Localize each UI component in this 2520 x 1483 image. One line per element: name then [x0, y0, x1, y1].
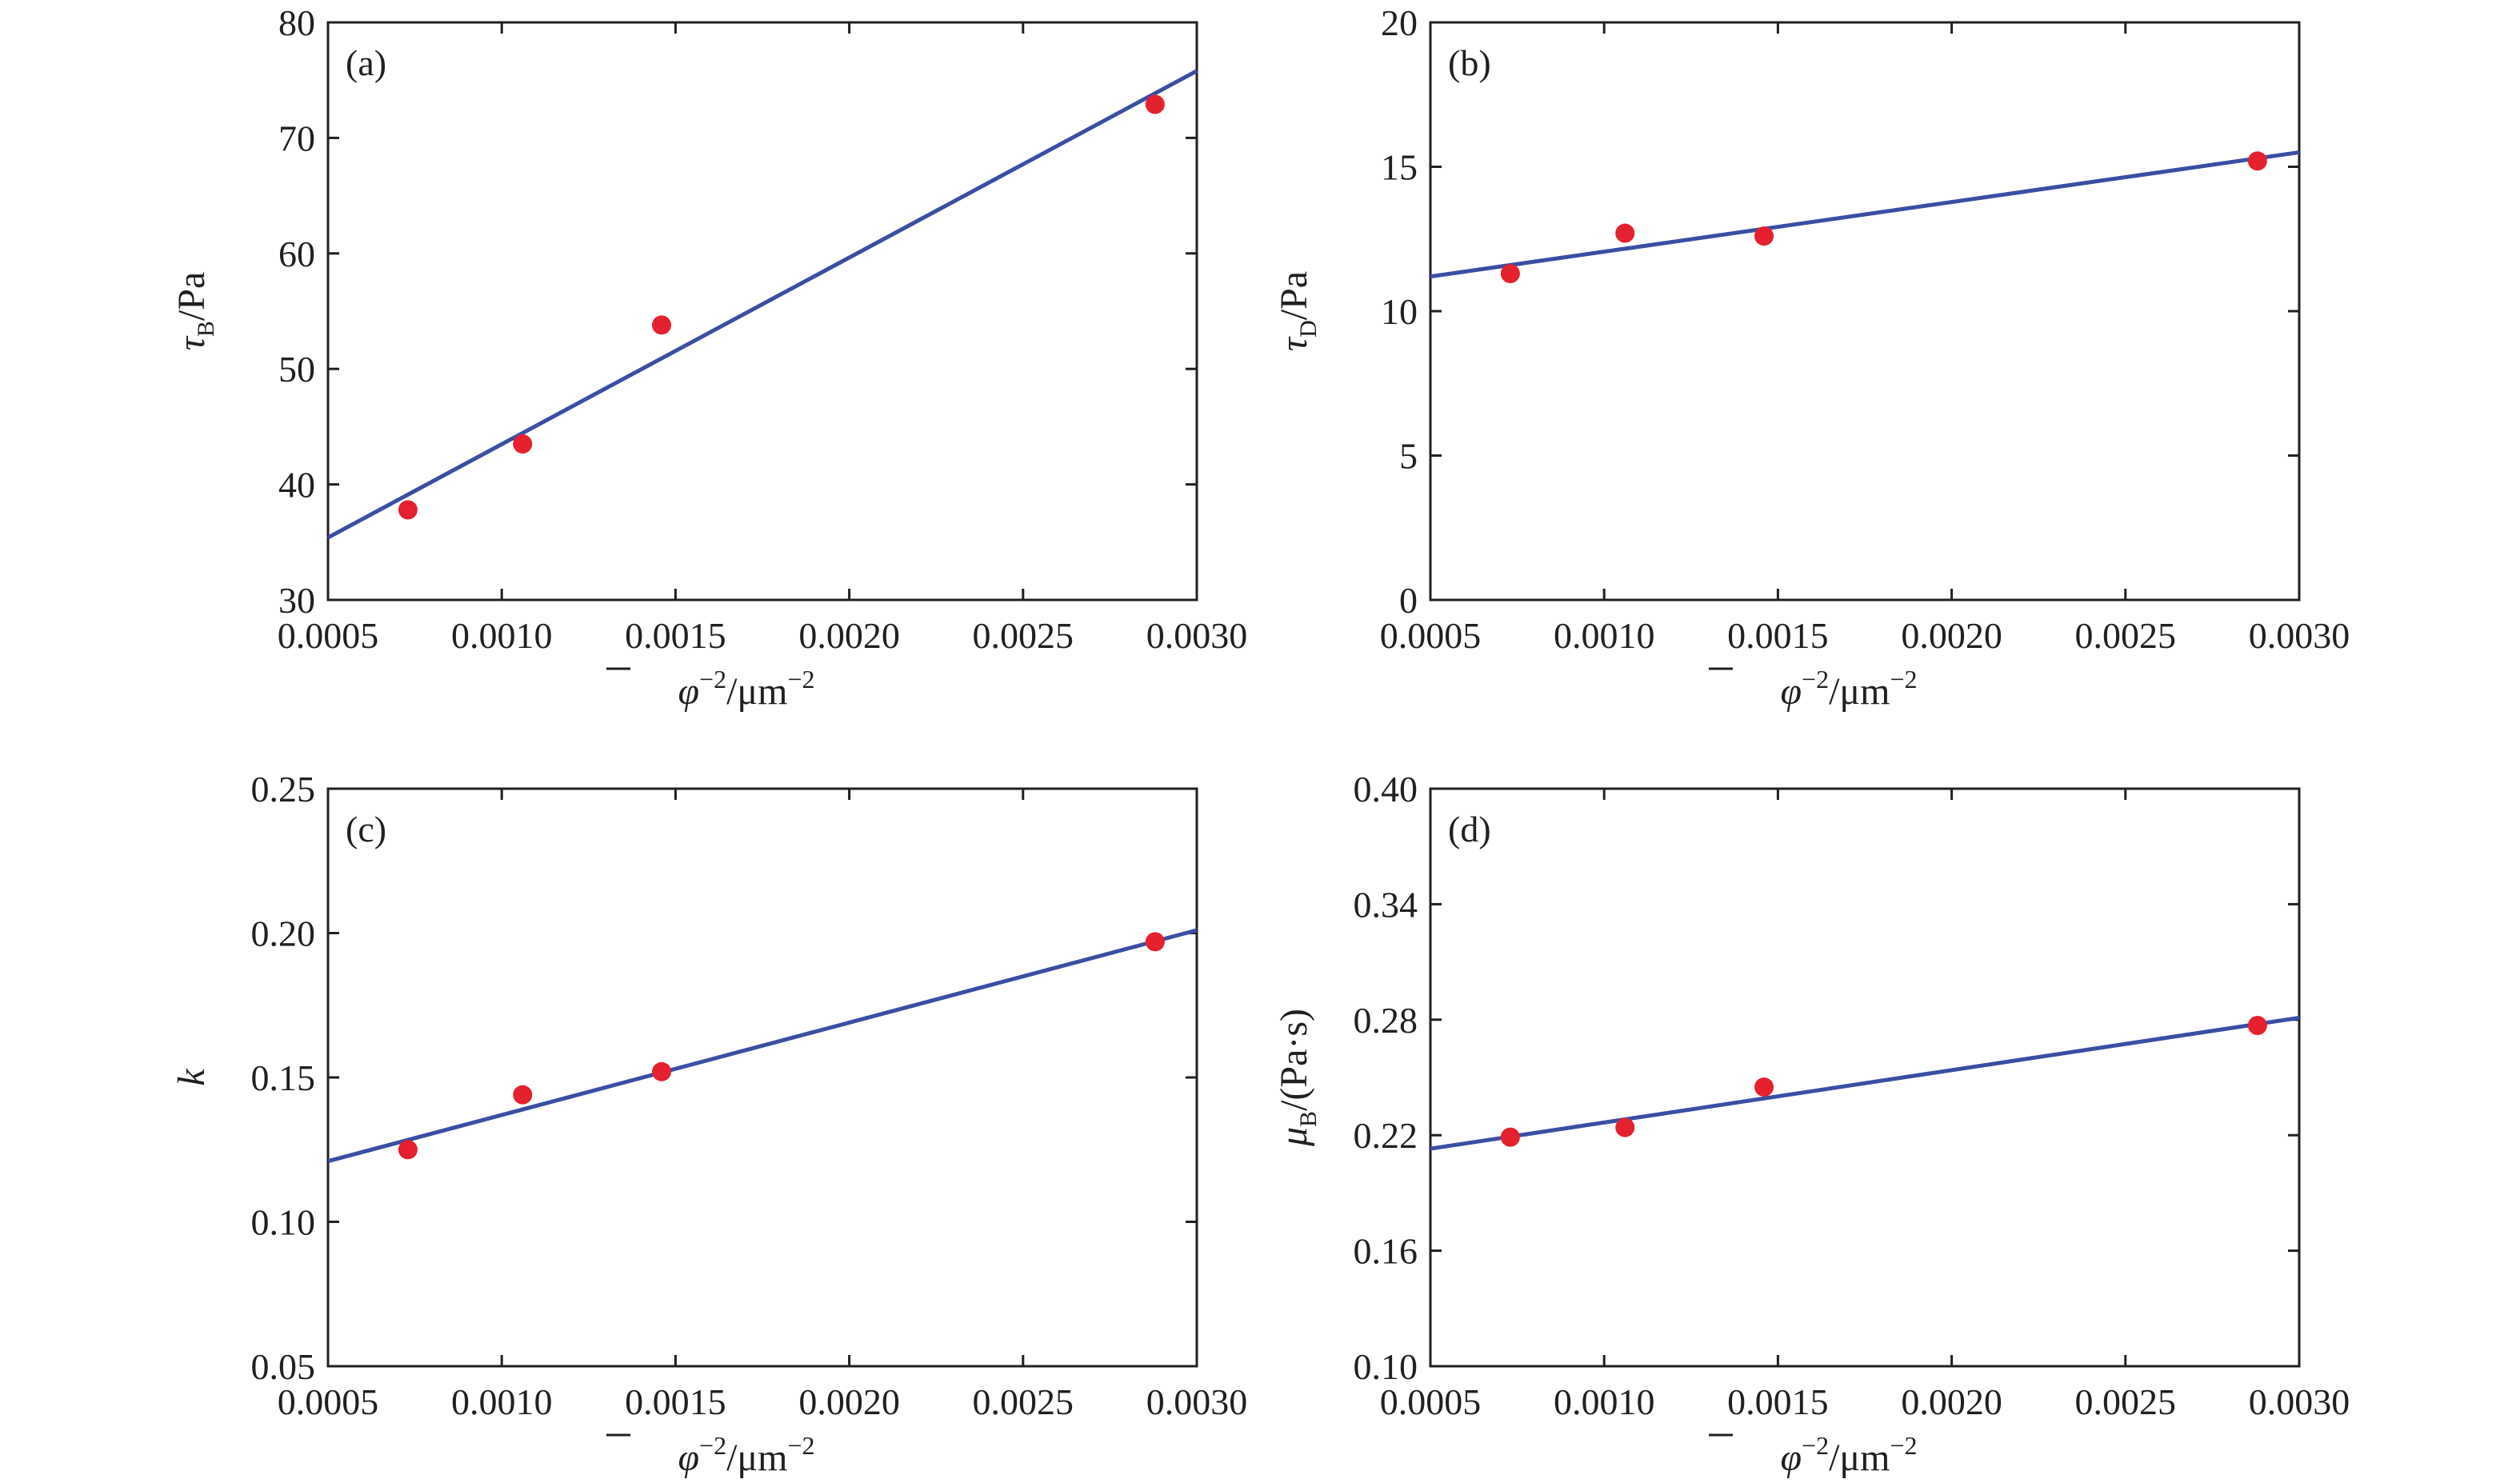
y-tick-label: 0.34	[1354, 884, 1418, 925]
y-tick-label: 20	[1381, 2, 1418, 43]
y-tick-label: 15	[1381, 147, 1418, 188]
x-tick-label: 0.0030	[1146, 1381, 1248, 1422]
y-tick-label: 30	[278, 580, 315, 621]
x-axis-label: φ−2/μm−2	[1780, 665, 1917, 713]
y-tick-label: 5	[1399, 436, 1418, 477]
data-point	[513, 434, 533, 454]
data-point	[398, 1140, 418, 1160]
data-point	[1754, 1077, 1774, 1097]
x-tick-label: 0.0030	[2249, 1381, 2350, 1422]
y-tick-label: 40	[278, 465, 315, 506]
data-point	[1500, 1127, 1520, 1147]
x-tick-label: 0.0020	[1901, 615, 2002, 656]
chart-panel-4: 0.0005 0.0010 0.0015 0.0020 0.0025 0.0030 0.10…	[1273, 769, 2350, 1479]
x-tick-label: 0.0025	[2075, 1381, 2177, 1422]
data-point	[1754, 226, 1774, 246]
plot-frame	[326, 787, 1198, 1368]
x-tick-label: 0.0030	[2249, 615, 2350, 656]
x-tick-label: 0.0030	[1146, 615, 1248, 656]
x-tick-label: 0.0010	[451, 1381, 553, 1422]
chart-panel-2: 0.0005 0.0010 0.0015 0.0020 0.0025 0.0030 0 5 10…	[1273, 2, 2350, 713]
x-axis-label: φ−2/μm−2	[678, 1431, 814, 1479]
y-tick-label: 0.28	[1354, 1000, 1418, 1041]
x-axis-label: φ−2/μm−2	[1780, 1431, 1917, 1479]
x-tick-label: 0.0020	[798, 615, 900, 656]
y-tick-label: 60	[278, 234, 315, 274]
x-tick-label: 0.0005	[278, 615, 379, 656]
x-tick-label: 0.0015	[625, 615, 726, 656]
x-tick-label: 0.0010	[451, 615, 553, 656]
x-tick-label: 0.0015	[1727, 615, 1829, 656]
x-tick-label: 0.0005	[1380, 1381, 1482, 1422]
y-tick-label: 0.25	[251, 769, 316, 809]
data-point	[652, 1061, 672, 1081]
y-axis-label: τB/Pa	[170, 272, 219, 351]
x-axis-label: φ−2/μm−2	[678, 665, 814, 713]
fit-line	[1430, 150, 2300, 279]
plot-frame	[326, 21, 1198, 602]
data-point	[1145, 932, 1165, 952]
y-tick-label: 0.22	[1354, 1115, 1418, 1156]
x-tick-label: 0.0025	[2075, 615, 2177, 656]
x-tick-label: 0.0015	[625, 1381, 726, 1422]
data-point	[1615, 1117, 1635, 1137]
y-axis-label: μB/(Pa·s)	[1273, 1009, 1322, 1147]
plot-frame	[1429, 21, 2301, 602]
panel-label: (a)	[346, 42, 386, 83]
x-tick-label: 0.0010	[1554, 1381, 1655, 1422]
x-tick-label: 0.0005	[278, 1381, 379, 1422]
y-tick-label: 0.20	[251, 913, 316, 954]
panel-label: (b)	[1448, 42, 1491, 83]
x-tick-label: 0.0020	[798, 1381, 900, 1422]
y-tick-label: 0.40	[1354, 769, 1418, 809]
y-tick-label: 0.10	[251, 1202, 316, 1243]
data-point	[1615, 223, 1635, 243]
data-point	[513, 1085, 533, 1105]
panel-label: (d)	[1448, 809, 1491, 849]
x-tick-label: 0.0015	[1727, 1381, 1829, 1422]
y-tick-label: 0.15	[251, 1057, 316, 1098]
x-tick-label: 0.0025	[973, 1381, 1074, 1422]
y-tick-label: 0.10	[1354, 1346, 1418, 1387]
x-tick-label: 0.0020	[1901, 1381, 2002, 1422]
data-point	[1500, 264, 1520, 284]
y-tick-label: 70	[278, 118, 315, 158]
y-axis-label: τD/Pa	[1273, 271, 1322, 351]
data-point	[398, 500, 418, 520]
plot-frame	[1429, 787, 2301, 1368]
fit-line	[327, 928, 1198, 1164]
y-tick-label: 10	[1381, 291, 1418, 332]
fit-line	[1430, 1015, 2300, 1151]
x-tick-label: 0.0005	[1380, 615, 1482, 656]
y-axis-label: k	[170, 1068, 213, 1086]
chart-panel-1: 0.0005 0.0010 0.0015 0.0020 0.0025 0.0030 30 40…	[170, 2, 1247, 713]
data-point	[652, 315, 672, 335]
y-tick-label: 80	[278, 2, 315, 43]
data-point	[2247, 1016, 2267, 1036]
x-tick-label: 0.0010	[1554, 615, 1655, 656]
fit-line	[326, 69, 1198, 540]
panel-label: (c)	[346, 809, 386, 849]
data-point	[2247, 151, 2267, 171]
y-tick-label: 0.05	[251, 1346, 316, 1387]
y-tick-label: 50	[278, 349, 315, 390]
y-tick-label: 0.16	[1354, 1231, 1418, 1272]
data-point	[1145, 94, 1165, 114]
y-tick-label: 0	[1399, 580, 1418, 621]
x-tick-label: 0.0025	[973, 615, 1074, 656]
chart-panel-3: 0.0005 0.0010 0.0015 0.0020 0.0025 0.0030 0.05…	[170, 769, 1247, 1479]
